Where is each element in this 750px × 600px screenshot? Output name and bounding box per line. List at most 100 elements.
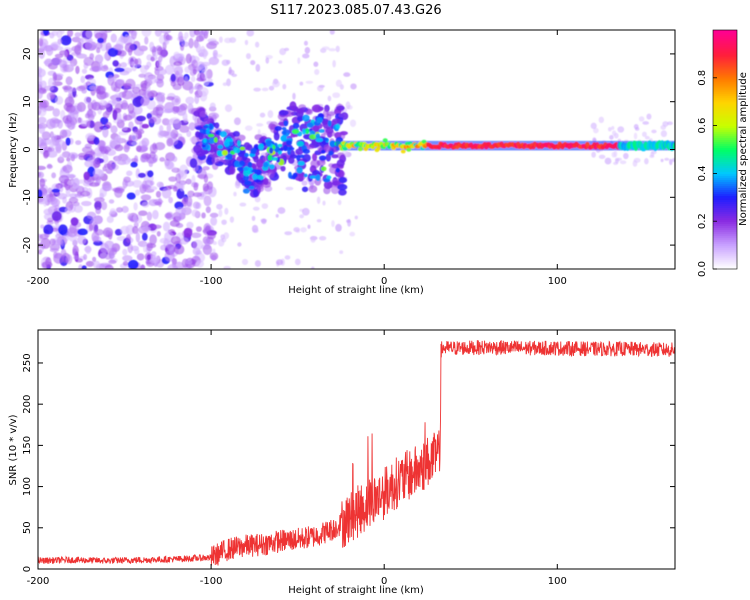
spectral-blob	[57, 224, 68, 236]
colorbar-cell	[713, 145, 737, 149]
spectral-blob	[132, 215, 138, 222]
spectral-blob	[239, 146, 246, 151]
spectral-blob	[257, 128, 261, 135]
colorbar-cell	[713, 253, 737, 256]
spectral-blob	[273, 132, 280, 141]
colorbar-cell	[713, 75, 737, 79]
snr-xtick-label: -200	[27, 576, 50, 587]
spectral-blob	[95, 176, 101, 185]
spectral-blob	[295, 148, 304, 155]
spectral-blob	[332, 59, 336, 68]
colorbar-cell	[713, 213, 737, 216]
colorbar-cell	[713, 139, 737, 143]
spectral-blob	[262, 161, 269, 168]
spectral-blob	[127, 103, 135, 114]
spectral-blob	[250, 147, 257, 155]
spectral-blob	[201, 212, 206, 219]
spectral-blob	[75, 65, 80, 75]
spectral-blob	[99, 252, 108, 259]
spectral-blob	[269, 147, 274, 154]
spectral-blob	[142, 242, 147, 253]
spectral-blob	[139, 65, 148, 74]
spectral-blob	[662, 121, 669, 127]
spectral-blob	[305, 108, 313, 115]
spectral-blob	[71, 45, 82, 52]
spectral-blob	[170, 80, 176, 87]
spectral-blob	[343, 72, 351, 77]
spectral-blob	[339, 131, 348, 136]
spectral-blob	[192, 201, 200, 210]
colorbar-cell	[713, 225, 737, 228]
colorbar-cell	[713, 129, 737, 133]
spectral-blob	[83, 56, 95, 66]
spectral-blob	[104, 30, 113, 33]
spectral-blob	[51, 172, 57, 179]
spectral-blob	[611, 151, 617, 158]
spectral-blob	[81, 200, 92, 207]
spectral-blob	[308, 185, 318, 193]
spectral-blob	[98, 61, 103, 72]
spectral-blob	[244, 39, 249, 46]
spectral-blob	[181, 41, 190, 47]
spectral-blob	[149, 234, 157, 245]
colorbar-cell	[713, 251, 737, 254]
colorbar-cell	[713, 215, 737, 218]
spectral-blob	[222, 82, 228, 87]
spectral-blob	[197, 63, 208, 72]
spectral-blob	[69, 193, 78, 199]
spectral-blob	[251, 215, 256, 221]
spectral-blob	[299, 171, 306, 181]
spectral-blob	[195, 260, 204, 268]
colorbar-cell	[713, 133, 737, 137]
spectral-blob	[39, 178, 46, 188]
spectral-blob	[301, 180, 308, 186]
spectral-blob	[212, 241, 217, 245]
spectral-blob	[311, 139, 317, 147]
colorbar-cell	[713, 103, 737, 107]
spectral-blob	[278, 60, 283, 64]
spectral-blob	[259, 112, 266, 118]
spectral-blob	[138, 210, 148, 217]
spectral-blob	[306, 145, 315, 150]
spectral-blob	[326, 113, 332, 121]
colorbar-cell	[713, 257, 737, 260]
colorbar-cell	[713, 237, 737, 240]
colorbar-cell	[713, 267, 737, 270]
spectral-blob	[220, 130, 228, 138]
spectral-blob	[49, 94, 56, 100]
colorbar-cell	[713, 185, 737, 188]
spectral-blob	[141, 123, 150, 129]
spectral-blob	[349, 231, 356, 237]
spectral-blob	[59, 30, 65, 35]
spectral-blob	[67, 227, 78, 238]
colorbar-cell	[713, 157, 737, 161]
spectral-blob	[116, 78, 125, 84]
spectral-blob	[406, 147, 412, 152]
spectral-blob	[330, 185, 340, 195]
spectral-blob	[77, 117, 82, 124]
spectral-blob	[619, 160, 627, 165]
spectral-blob	[38, 171, 45, 179]
spectral-blob	[172, 186, 178, 192]
spectral-blob	[321, 149, 326, 154]
spectral-blob	[339, 250, 344, 255]
spectral-blob	[302, 53, 310, 59]
spectral-blob	[218, 209, 223, 218]
spectral-blob	[216, 150, 222, 155]
spectral-blob	[83, 96, 92, 104]
spectral-blob	[250, 60, 256, 66]
spectral-blob	[342, 146, 348, 151]
spectral-blob	[141, 137, 150, 147]
spectral-blob	[65, 137, 71, 146]
colorbar-cell	[713, 217, 737, 220]
spectral-blob	[156, 181, 164, 188]
spectral-blob	[202, 166, 210, 171]
colorbar-cell	[713, 109, 737, 113]
spectral-blob	[315, 133, 321, 139]
spectral-blob	[106, 215, 114, 224]
spectral-blob	[208, 124, 213, 130]
colorbar-cell	[713, 173, 737, 176]
spectral-blob	[280, 165, 286, 172]
colorbar-cell	[713, 167, 737, 171]
spectral-blob	[65, 76, 73, 86]
